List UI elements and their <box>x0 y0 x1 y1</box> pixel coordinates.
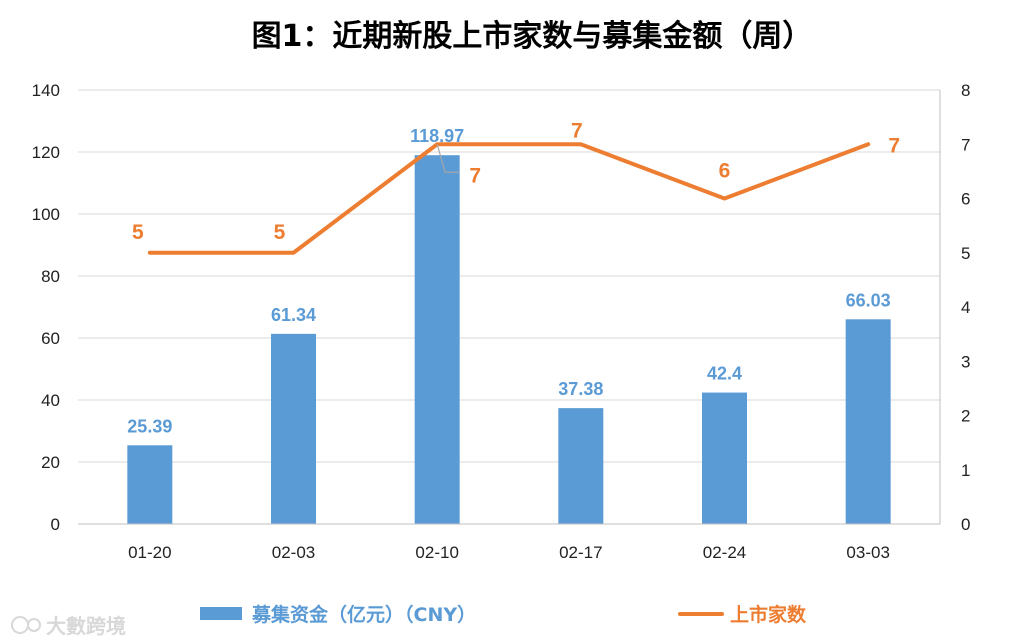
line-data-label: 7 <box>888 134 900 157</box>
watermark: 大數跨境 <box>11 614 126 638</box>
x-tick-label: 01-20 <box>128 543 171 562</box>
data-labels: 25.39 61.34 118.97 37.38 42.4 66.03 5 5 7 7 6 7 <box>127 119 900 436</box>
legend-label-bar: 募集资金（亿元）（CNY） <box>251 603 476 626</box>
line-data-label: 5 <box>132 221 144 244</box>
y-left-tick-label: 120 <box>32 143 60 162</box>
line-data-label: 7 <box>571 119 583 142</box>
bar <box>127 445 173 524</box>
x-tick-label: 03-03 <box>846 543 889 562</box>
watermark-text: 大數跨境 <box>46 614 126 638</box>
bar-data-label: 25.39 <box>127 416 172 436</box>
bar-data-label: 66.03 <box>846 290 891 310</box>
y-right-tick-label: 0 <box>961 515 970 534</box>
y-right-tick-label: 1 <box>961 461 970 480</box>
x-tick-label: 02-10 <box>415 543 458 562</box>
y-right-tick-label: 5 <box>961 244 970 263</box>
label-leader-line <box>436 144 460 173</box>
line-series <box>147 142 871 255</box>
y-right-tick-label: 4 <box>961 298 970 317</box>
bar <box>845 319 891 524</box>
legend-swatch-bar <box>200 607 242 620</box>
bar-series <box>127 155 891 524</box>
line-data-label: 5 <box>274 221 286 244</box>
line-data-label: 6 <box>719 160 731 183</box>
legend-label-line: 上市家数 <box>730 603 807 626</box>
x-tick-label: 02-17 <box>559 543 602 562</box>
y-left-tick-label: 60 <box>41 329 60 348</box>
legend: 募集资金（亿元）（CNY） 上市家数 <box>200 603 807 626</box>
line-path <box>147 142 871 255</box>
x-tick-label: 02-03 <box>272 543 315 562</box>
x-tick-label: 02-24 <box>703 543 746 562</box>
y-right-tick-label: 8 <box>961 81 970 100</box>
y-right-tick-label: 3 <box>961 352 970 371</box>
y-left-tick-label: 40 <box>41 391 60 410</box>
chart-title: 图1：近期新股上市家数与募集金额（周） <box>252 19 813 54</box>
gridlines <box>78 89 940 463</box>
bar-data-label: 42.4 <box>707 364 742 384</box>
bar-data-label: 61.34 <box>271 305 316 325</box>
line-data-label: 7 <box>469 164 481 187</box>
y-right-tick-label: 7 <box>961 135 970 154</box>
bar <box>702 392 747 524</box>
y-left-tick-label: 100 <box>32 205 60 224</box>
y-left-tick-label: 80 <box>41 267 60 286</box>
y-left-tick-label: 0 <box>51 515 60 534</box>
y-left-tick-label: 140 <box>32 81 60 100</box>
y-left-tick-label: 20 <box>41 453 60 472</box>
y-right-tick-label: 2 <box>961 407 970 426</box>
y-right-tick-label: 6 <box>961 190 970 209</box>
axes: 0 20 40 60 80 100 120 140 0 1 2 3 4 5 6 7 8 01-20 02-03 02-… <box>32 81 971 562</box>
watermark-logo-icon-2 <box>27 618 41 632</box>
bar <box>271 333 316 524</box>
bar <box>414 155 460 524</box>
bar-data-label: 118.97 <box>410 126 464 146</box>
bar <box>558 408 604 524</box>
watermark-logo-icon <box>11 616 29 634</box>
bar-data-label: 37.38 <box>558 379 603 399</box>
